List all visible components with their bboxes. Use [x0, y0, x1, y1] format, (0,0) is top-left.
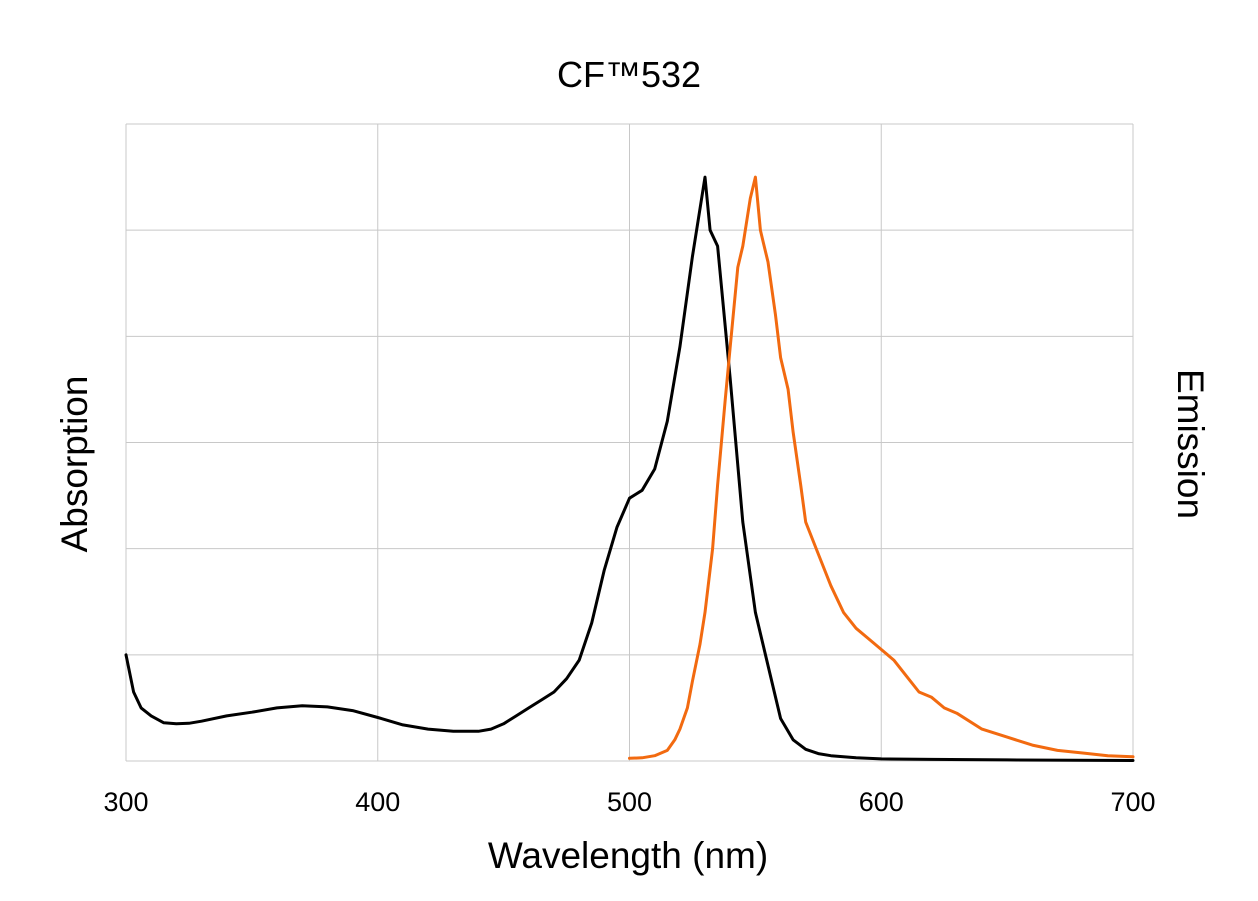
x-tick-label: 500: [607, 787, 652, 817]
y-axis-title-right: Emission: [1170, 369, 1211, 519]
absorption-series-line: [124, 175, 1135, 762]
chart-title: CF™532: [557, 54, 701, 95]
series-lines: [124, 175, 1135, 762]
gridlines: [125, 123, 1134, 762]
x-tick-label: 300: [103, 787, 148, 817]
x-tick-label: 600: [859, 787, 904, 817]
x-tick-label: 700: [1110, 787, 1155, 817]
x-tick-label: 400: [355, 787, 400, 817]
emission-series-line: [628, 175, 1135, 760]
x-axis-title: Wavelength (nm): [488, 835, 768, 876]
x-tick-labels: 300 400 500 600 700: [103, 787, 1155, 817]
y-axis-title-left: Absorption: [54, 376, 95, 553]
